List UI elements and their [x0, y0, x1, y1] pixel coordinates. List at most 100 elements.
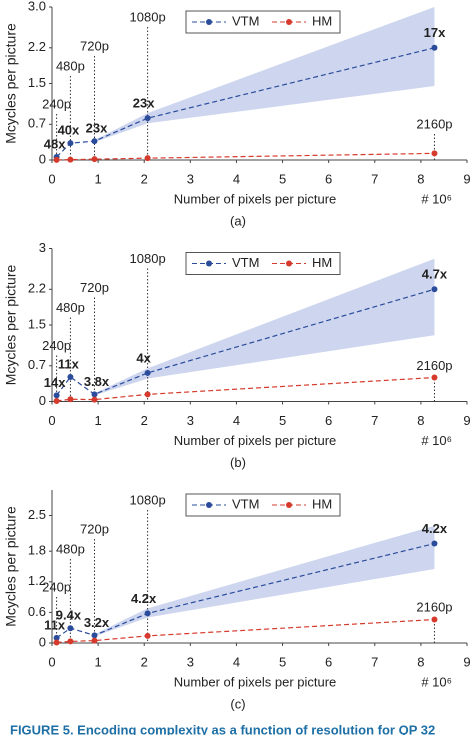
data-point — [431, 540, 438, 547]
y-axis-title: Mcycles per picture — [3, 506, 19, 627]
series-line — [56, 152, 435, 161]
ratio-label: 4.7x — [422, 267, 448, 282]
ratio-label: 48x — [44, 136, 66, 151]
y-tick-label: 1.8 — [28, 543, 46, 558]
y-tick-label: 0 — [39, 151, 46, 166]
resolution-label: 720p — [80, 38, 109, 53]
data-point — [431, 44, 438, 51]
x-tick-label: 1 — [94, 654, 101, 669]
confidence-band — [94, 7, 435, 143]
legend-label: HM — [312, 13, 332, 28]
legend-box — [185, 493, 341, 517]
x-axis-title: Number of pixels per picture — [174, 674, 337, 689]
data-point — [431, 286, 438, 293]
y-tick-label: 0 — [39, 393, 46, 408]
y-axis-title: Mcycles per picture — [3, 23, 19, 144]
resolution-label: 720p — [80, 280, 109, 295]
y-tick-label: 0 — [39, 634, 46, 649]
ratio-label: 23x — [133, 96, 155, 111]
ratio-label: 3.2x — [84, 615, 110, 630]
data-point — [144, 391, 151, 398]
data-point — [67, 156, 74, 163]
x-axis-unit: # 10⁶ — [421, 433, 452, 448]
ratio-label: 4.2x — [131, 591, 157, 606]
y-tick-label: 2.5 — [28, 507, 46, 522]
resolution-label: 2160p — [416, 599, 452, 614]
x-axis-unit: # 10⁶ — [421, 191, 452, 206]
x-tick-label: 9 — [463, 413, 470, 428]
ratio-label: 17x — [424, 25, 446, 40]
x-tick-label: 6 — [325, 654, 332, 669]
legend-label: HM — [312, 255, 332, 270]
legend-label: VTM — [232, 255, 259, 270]
ratio-label: 4.2x — [422, 521, 448, 536]
x-tick-label: 2 — [141, 654, 148, 669]
ratio-label: 40x — [58, 123, 80, 138]
confidence-band — [94, 525, 435, 637]
data-point — [91, 156, 98, 163]
x-tick-label: 8 — [417, 413, 424, 428]
x-tick-label: 4 — [233, 654, 240, 669]
resolution-label: 240p — [42, 96, 71, 111]
data-point — [53, 398, 60, 405]
resolution-label: 480p — [56, 541, 85, 556]
ratio-label: 9.4x — [56, 608, 82, 623]
data-point — [431, 374, 438, 381]
y-axis-title: Mcycles per picture — [3, 264, 19, 385]
legend-box — [185, 252, 341, 275]
resolution-label: 480p — [56, 300, 85, 315]
resolution-label: 240p — [42, 579, 71, 594]
data-point — [91, 637, 98, 644]
x-tick-label: 7 — [371, 654, 378, 669]
data-point — [67, 638, 74, 645]
legend-box — [185, 10, 341, 34]
legend-label: VTM — [232, 496, 259, 511]
data-point — [53, 392, 60, 399]
ratio-label: 11x — [44, 617, 66, 632]
figure-caption: FIGURE 5. Encoding complexity as a funct… — [10, 722, 435, 735]
data-point — [91, 632, 98, 639]
y-tick-label: 1.5 — [28, 316, 46, 331]
resolution-label: 1080p — [130, 492, 166, 507]
legend-marker — [206, 260, 212, 267]
data-point — [91, 138, 98, 145]
data-point — [431, 616, 438, 623]
data-point — [91, 391, 98, 398]
x-tick-label: 0 — [48, 413, 55, 428]
data-point — [53, 634, 60, 641]
y-tick-label: 0.6 — [28, 604, 46, 619]
chart-panel: 0 0.7 1.5 2.2 3 0 1 2 3 4 5 6 7 8 9 Number of pixels pe… — [3, 240, 471, 470]
x-tick-label: 3 — [187, 171, 194, 186]
x-tick-label: 2 — [141, 413, 148, 428]
confidence-band — [94, 258, 435, 396]
legend-marker — [286, 260, 292, 267]
legend-marker — [286, 19, 292, 25]
data-point — [91, 396, 98, 403]
resolution-label: 1080p — [130, 251, 166, 266]
x-tick-label: 8 — [417, 171, 424, 186]
ratio-label: 23x — [86, 121, 108, 136]
series-line — [56, 376, 435, 402]
x-axis-unit: # 10⁶ — [421, 674, 452, 689]
legend-marker — [286, 502, 292, 508]
data-point — [144, 610, 151, 617]
data-point — [144, 155, 151, 162]
y-tick-label: 3.0 — [28, 0, 46, 13]
y-tick-label: 1.2 — [28, 573, 46, 588]
y-tick-label: 0.7 — [28, 116, 46, 131]
x-tick-label: 3 — [187, 654, 194, 669]
x-tick-label: 5 — [279, 171, 286, 186]
x-tick-label: 1 — [94, 413, 101, 428]
ratio-label: 14x — [44, 375, 66, 390]
x-tick-label: 8 — [417, 654, 424, 669]
x-tick-label: 0 — [48, 654, 55, 669]
x-tick-label: 6 — [325, 413, 332, 428]
data-point — [53, 156, 60, 163]
data-point — [67, 625, 74, 632]
panel-label: (a) — [230, 213, 246, 228]
data-point — [67, 374, 74, 381]
series-line — [56, 618, 435, 644]
legend-marker — [206, 502, 212, 508]
resolution-label: 240p — [42, 338, 71, 353]
